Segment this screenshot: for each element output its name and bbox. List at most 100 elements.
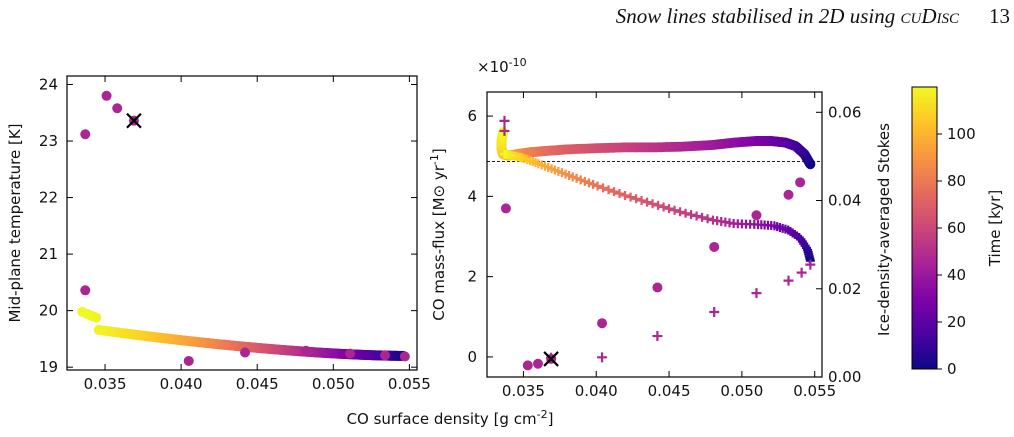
y-tick-label: 2 (467, 268, 477, 286)
stokes-snapshot-point (805, 259, 816, 270)
x-tick-label: 0.040 (160, 375, 203, 393)
right-secondary-y-axis-label: Ice-density-averaged Stokes (875, 123, 893, 336)
left-ticks: 0.035 0.040 0.045 0.050 0.055 19 20 21 22 23 24 (39, 75, 431, 393)
stokes-track-point (584, 178, 594, 188)
stokes-snapshot-point (783, 275, 794, 286)
track-point (77, 306, 88, 317)
snapshot-point (300, 345, 311, 356)
y-tick-label: 19 (39, 358, 58, 376)
initial-marker (126, 112, 142, 129)
y-tick-label: 0 (467, 348, 477, 366)
snapshot-point (183, 355, 194, 366)
stokes-track-point (615, 189, 625, 199)
y-axis-multiplier: ×10-10 (477, 56, 527, 77)
stokes-track-point (499, 149, 509, 159)
flux-track-point (498, 127, 509, 138)
colorbar-ticks: 0 20 40 60 80 100 (937, 125, 976, 378)
stokes-track-point (604, 185, 614, 195)
flux-snapshot-point (751, 210, 762, 221)
stokes-track-point (653, 200, 663, 210)
stokes-snapshot-point (652, 331, 663, 342)
right-marks (496, 115, 816, 371)
stokes-track-point (593, 181, 603, 191)
flux-snapshot-point (652, 282, 663, 293)
page-number: 13 (989, 4, 1010, 28)
flux-snapshot-point (709, 241, 720, 252)
colorbar: 0 20 40 60 80 100 Time [kyr] (911, 86, 1004, 378)
stokes-track-point (588, 179, 598, 189)
stokes-track-point (659, 202, 669, 212)
x-tick-label: 0.045 (648, 382, 691, 400)
flux-snapshot-point (500, 203, 511, 214)
y2-tick-label: 0.04 (828, 192, 861, 210)
y-tick-label: 22 (39, 189, 58, 207)
stokes-track-point (609, 187, 619, 197)
stokes-snapshot-point (499, 125, 510, 136)
stokes-track-point (648, 199, 658, 209)
colorbar-label: Time [kyr] (986, 190, 1004, 267)
x-tick-label: 0.035 (502, 382, 545, 400)
colorbar-tick-label: 40 (947, 266, 966, 284)
right-axes-frame (486, 91, 823, 378)
stokes-track-point (708, 215, 718, 225)
page-header: Snow lines stabilised in 2D using cuDisc… (0, 0, 1014, 40)
track-point (93, 324, 104, 335)
stokes-track-point (620, 190, 630, 200)
y2-tick-label: 0.06 (828, 103, 861, 121)
snapshot-point (101, 90, 112, 101)
stokes-snapshot-point (709, 306, 720, 317)
colorbar-tick-label: 80 (947, 172, 966, 190)
snapshot-point (380, 350, 391, 361)
x-tick-label: 0.045 (236, 375, 279, 393)
panel-left: 0.035 0.040 0.045 0.050 0.055 19 20 21 22 23 24 Mi… (6, 75, 431, 393)
y-tick-label: 21 (39, 245, 58, 263)
flux-snapshot-point (522, 360, 533, 371)
snapshot-point (345, 348, 356, 359)
x-tick-label: 0.050 (312, 375, 355, 393)
stokes-snapshot-point (597, 352, 608, 363)
flux-snapshot-point (783, 189, 794, 200)
stokes-snapshot-point (796, 267, 807, 278)
stokes-track-point (664, 204, 674, 214)
snapshot-point (112, 103, 123, 114)
snapshot-point (240, 347, 251, 358)
colorbar-tick-label: 100 (947, 125, 976, 143)
left-axes-frame (66, 75, 418, 371)
y-tick-label: 4 (467, 187, 477, 205)
x-tick-label: 0.035 (84, 375, 127, 393)
colorbar-tick-label: 0 (947, 360, 957, 378)
stokes-track-point (697, 212, 707, 222)
y-tick-label: 23 (39, 132, 58, 150)
y2-tick-label: 0.00 (828, 368, 861, 386)
stokes-track-point (637, 195, 647, 205)
colorbar-gradient (911, 86, 938, 370)
running-title: Snow lines stabilised in 2D using cuDisc (615, 4, 959, 28)
snapshot-point (399, 351, 410, 362)
snapshot-point (80, 285, 91, 296)
y-tick-label: 6 (467, 107, 477, 125)
panel-right: 0.035 0.040 0.045 0.050 0.055 0 2 4 6 0.00 0.02 0.0… (428, 56, 894, 401)
colorbar-tick-label: 60 (947, 219, 966, 237)
x-tick-label: 0.055 (793, 382, 836, 400)
y-tick-label: 24 (39, 75, 58, 93)
stokes-track-point (675, 207, 685, 217)
y2-tick-label: 0.02 (828, 280, 861, 298)
stokes-track-point (631, 194, 641, 204)
right-ticks: 0.035 0.040 0.045 0.050 0.055 0 2 4 6 0.00 0.02 0.0… (467, 92, 861, 400)
stokes-snapshot-point (499, 115, 510, 126)
x-tick-label: 0.040 (575, 382, 618, 400)
flux-snapshot-point (597, 318, 608, 329)
stokes-track-point (576, 175, 586, 185)
shared-x-axis-label: CO surface density [g cm-2] (347, 408, 554, 429)
left-y-axis-label: Mid-plane temperature [K] (6, 123, 24, 322)
stokes-track-point (686, 210, 696, 220)
flux-snapshot-point (532, 358, 543, 369)
left-marks (77, 90, 410, 366)
stokes-snapshot-point (751, 288, 762, 299)
flux-snapshot-point (795, 177, 806, 188)
stokes-track-point (692, 211, 702, 221)
stokes-track-point (598, 183, 608, 193)
stokes-track-point (681, 208, 691, 218)
colorbar-tick-label: 20 (947, 313, 966, 331)
